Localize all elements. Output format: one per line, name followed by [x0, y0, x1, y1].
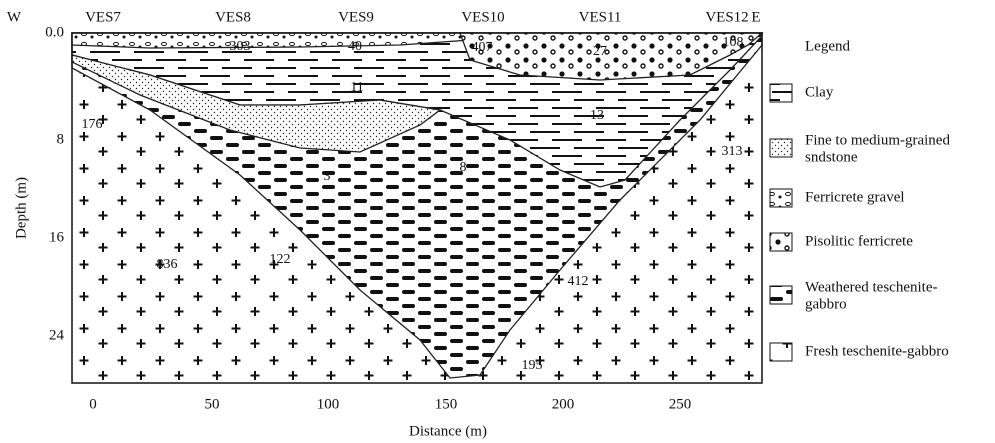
resistivity: 313	[722, 144, 743, 159]
station-label: VES10	[461, 9, 504, 25]
legend-swatch	[770, 343, 792, 361]
east-label: E	[751, 9, 760, 25]
cross-section-figure: 303 40 407 27 108 11 13 176 3 8 313 836 …	[0, 0, 995, 443]
resistivity: 122	[270, 252, 291, 267]
y-tick-label: 24	[49, 327, 65, 343]
station-label: VES7	[85, 9, 121, 25]
x-tick-label: 50	[205, 396, 220, 412]
resistivity: 407	[472, 40, 493, 55]
section	[72, 33, 762, 383]
legend-label: Ferricrete gravel	[805, 189, 905, 205]
station-label: VES9	[338, 9, 374, 25]
y-axis-label: Depth (m)	[13, 177, 29, 239]
resistivity: 40	[348, 39, 362, 54]
x-tick-label: 200	[552, 396, 575, 412]
x-tick-label: 0	[89, 396, 97, 412]
resistivity: 27	[593, 44, 607, 59]
legend-swatch	[770, 84, 792, 102]
resistivity: 108	[723, 35, 744, 50]
legend-label: Weathered teschenite-	[805, 279, 937, 295]
station-label: VES12	[705, 9, 748, 25]
legend-swatch	[770, 233, 792, 251]
legend-label: gabbro	[805, 296, 847, 312]
station-label: VES8	[215, 9, 251, 25]
x-tick-label: 250	[669, 396, 692, 412]
x-tick-label: 100	[317, 396, 340, 412]
legend: Legend Clay Fine to medium-grained sndst…	[770, 38, 950, 361]
resistivity: 195	[522, 358, 543, 373]
legend-label: Clay	[805, 84, 834, 100]
legend-label: Fine to medium-grained	[805, 132, 950, 148]
resistivity: 8	[460, 160, 467, 175]
legend-swatch	[770, 139, 792, 157]
resistivity: 412	[568, 274, 589, 289]
resistivity: 11	[350, 80, 363, 95]
y-tick-label: 0.0	[45, 24, 64, 40]
station-label: VES11	[579, 9, 622, 25]
x-tick-label: 150	[435, 396, 458, 412]
resistivity: 3	[324, 169, 331, 184]
legend-title: Legend	[805, 38, 850, 54]
x-axis-label: Distance (m)	[409, 423, 487, 439]
resistivity: 13	[590, 108, 604, 123]
resistivity: 176	[82, 117, 103, 132]
resistivity: 836	[157, 257, 178, 272]
legend-label: sndstone	[805, 149, 858, 165]
y-tick-label: 8	[57, 131, 65, 147]
legend-swatch	[770, 286, 792, 304]
legend-swatch	[770, 189, 792, 207]
legend-label: Fresh teschenite-gabbro	[805, 343, 949, 359]
resistivity: 303	[230, 39, 251, 54]
legend-label: Pisolitic ferricrete	[805, 233, 913, 249]
y-tick-label: 16	[49, 229, 65, 245]
west-label: W	[7, 9, 22, 25]
